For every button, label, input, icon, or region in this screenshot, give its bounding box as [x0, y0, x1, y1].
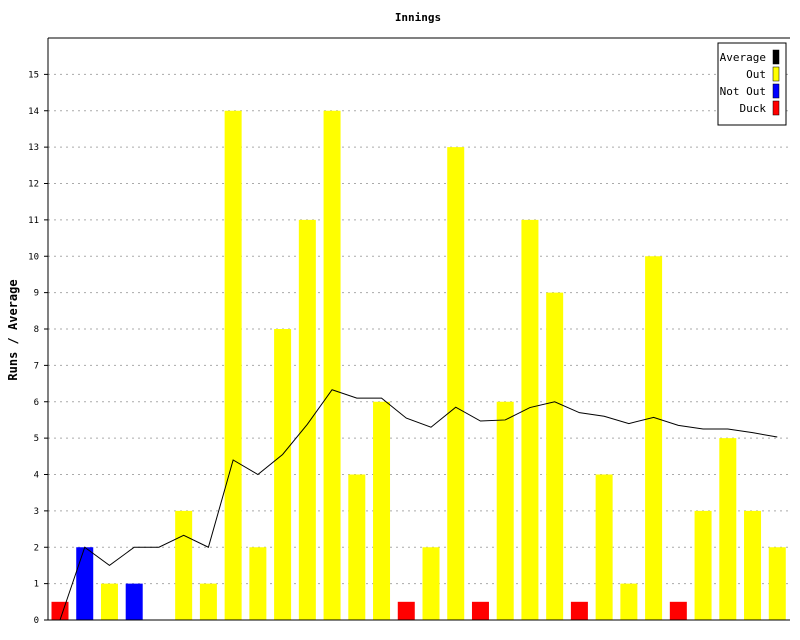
bar	[422, 547, 440, 620]
legend-label: Out	[746, 68, 766, 81]
bar	[471, 601, 489, 620]
y-tick-label: 12	[28, 180, 39, 190]
chart-title: Innings	[395, 11, 441, 24]
bar	[199, 583, 217, 620]
bar	[397, 601, 415, 620]
bar	[694, 510, 712, 620]
bar	[100, 583, 118, 620]
bar	[620, 583, 638, 620]
y-tick-label: 0	[34, 616, 39, 626]
y-tick-label: 8	[34, 325, 39, 335]
legend-swatch	[772, 83, 780, 99]
bar	[447, 147, 465, 620]
bar	[274, 329, 292, 620]
y-tick-label: 6	[34, 398, 39, 408]
legend-swatch	[772, 100, 780, 116]
bar	[719, 438, 737, 620]
bar-series	[51, 110, 786, 620]
bar	[76, 547, 94, 620]
y-axis-label: Runs / Average	[6, 279, 20, 380]
legend-label: Not Out	[720, 85, 766, 98]
bar	[744, 510, 762, 620]
y-tick-label: 11	[28, 216, 39, 226]
bar	[323, 110, 341, 620]
bar	[298, 219, 316, 620]
bar	[249, 547, 267, 620]
y-tick-label: 13	[28, 143, 39, 153]
bar	[224, 110, 242, 620]
bar	[496, 401, 514, 620]
bar	[570, 601, 588, 620]
bar	[521, 219, 539, 620]
bar	[125, 583, 143, 620]
y-tick-label: 10	[28, 252, 39, 262]
y-tick-label: 3	[34, 507, 39, 517]
legend: Average Out Not Out Duck	[717, 42, 787, 126]
y-tick-label: 7	[34, 361, 39, 371]
grid-lines	[48, 73, 790, 585]
legend-swatch	[772, 49, 780, 65]
y-tick-label: 15	[28, 70, 39, 80]
average-line-series	[59, 389, 778, 621]
bar	[348, 474, 366, 620]
y-tick-label: 14	[28, 107, 39, 117]
y-tick-label: 9	[34, 289, 39, 299]
bar	[768, 547, 786, 620]
legend-swatch	[772, 66, 780, 82]
y-tick-label: 4	[34, 471, 39, 481]
legend-label: Average	[720, 51, 766, 64]
legend-label: Duck	[740, 102, 767, 115]
bar	[546, 292, 564, 620]
bar	[645, 256, 663, 620]
bar	[51, 601, 69, 620]
bar	[373, 401, 391, 620]
average-line	[59, 389, 778, 621]
bar	[669, 601, 687, 620]
y-tick-label: 5	[34, 434, 39, 444]
bar	[175, 510, 193, 620]
y-tick-label: 2	[34, 543, 39, 553]
bar	[595, 474, 613, 620]
y-tick-label: 1	[34, 580, 39, 590]
